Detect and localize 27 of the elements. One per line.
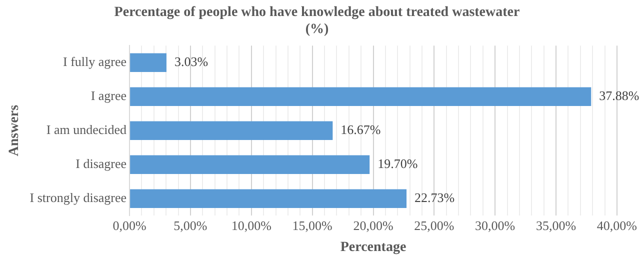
x-tick-label: 30,00% [475, 218, 516, 233]
data-label: 19.70% [378, 156, 418, 172]
x-tick-label: 10,00% [231, 218, 272, 233]
bar [130, 87, 592, 106]
x-tick-label: 25,00% [414, 218, 454, 233]
x-tick-label: 20,00% [353, 218, 394, 233]
chart-title: Percentage of people who have knowledge about treated wastewater (%) [114, 5, 520, 37]
bar [130, 189, 407, 208]
data-label: 22.73% [414, 190, 455, 206]
bar [130, 155, 370, 174]
y-tick-label: I fully agree [63, 54, 127, 70]
data-label: 16.67% [340, 122, 381, 138]
x-tick-label: 0,00% [112, 218, 147, 233]
y-tick-label: I agree [90, 88, 127, 104]
data-label: 37.88% [599, 88, 640, 104]
x-tick-label: 15,00% [292, 218, 333, 233]
y-axis-title: Answers [7, 104, 22, 156]
bar [130, 53, 166, 72]
y-tick-label: I disagree [76, 156, 127, 172]
y-tick-label: I am undecided [46, 122, 128, 138]
x-axis-title: Percentage [340, 240, 406, 256]
bar [130, 121, 333, 140]
x-tick-label: 40,00% [596, 218, 638, 233]
y-tick-label: I strongly disagree [30, 190, 127, 206]
data-label: 3.03% [174, 54, 208, 70]
x-tick-label: 35,00% [536, 218, 576, 233]
x-tick-label: 5,00% [174, 218, 208, 233]
